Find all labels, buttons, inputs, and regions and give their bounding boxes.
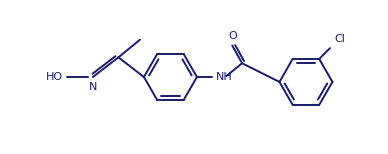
Text: O: O (228, 31, 237, 41)
Text: N: N (89, 82, 97, 92)
Text: HO: HO (46, 72, 63, 82)
Text: Cl: Cl (334, 34, 345, 44)
Text: NH: NH (216, 72, 232, 82)
